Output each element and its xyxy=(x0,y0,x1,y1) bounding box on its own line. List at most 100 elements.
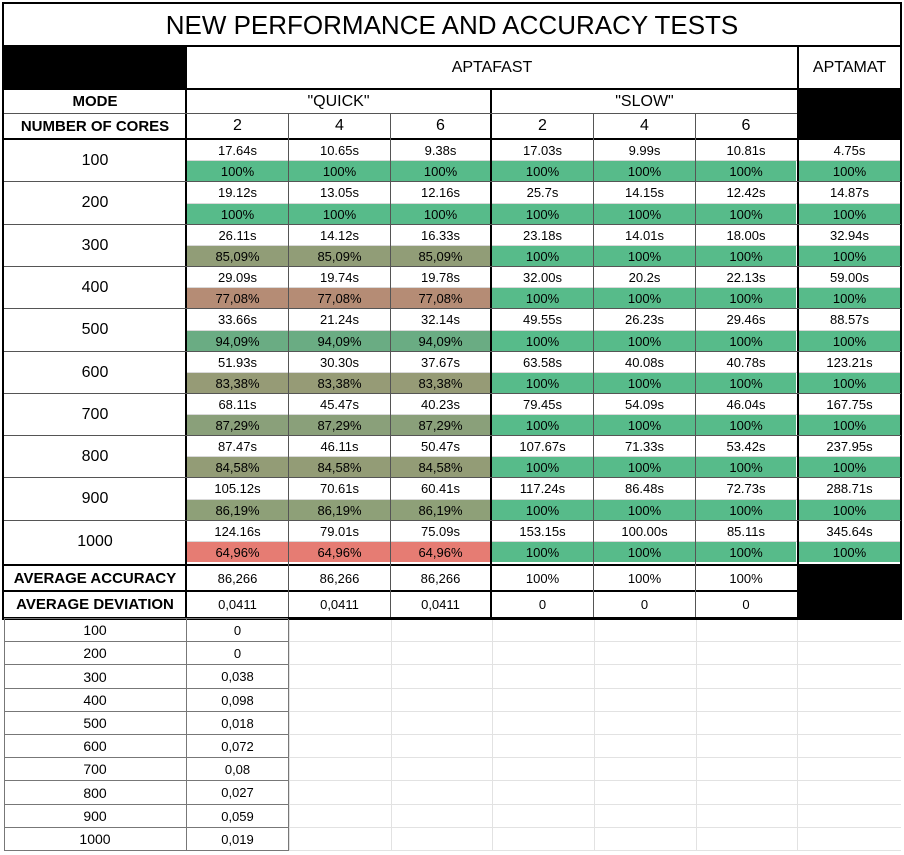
time-cell[interactable]: 33.66s xyxy=(217,312,258,327)
deviation-row-value[interactable]: 0,08 xyxy=(224,761,251,777)
deviation-row-value[interactable]: 0,019 xyxy=(221,831,254,847)
time-cell[interactable]: 60.41s xyxy=(420,481,461,496)
time-cell[interactable]: 100.00s xyxy=(621,523,668,539)
time-cell[interactable]: 4.75s xyxy=(833,142,866,158)
time-cell[interactable]: 20.2s xyxy=(628,269,661,285)
cores-header-cell[interactable]: 4 xyxy=(640,117,649,134)
deviation-row-label[interactable]: 700 xyxy=(83,761,107,777)
mode-quick[interactable]: "QUICK" xyxy=(307,92,370,110)
accuracy-cell[interactable]: 100% xyxy=(492,204,593,224)
time-cell[interactable]: 124.16s xyxy=(214,523,261,539)
deviation-row-value[interactable]: 0,059 xyxy=(221,808,254,824)
accuracy-cell[interactable]: 100% xyxy=(594,246,695,266)
accuracy-cell[interactable]: 100% xyxy=(594,288,695,308)
time-cell[interactable]: 105.12s xyxy=(214,481,261,496)
accuracy-cell[interactable]: 64,96% xyxy=(187,542,288,562)
deviation-row-label[interactable]: 500 xyxy=(83,715,107,731)
time-cell[interactable]: 87.47s xyxy=(217,438,258,454)
time-cell[interactable]: 26.11s xyxy=(218,227,257,243)
accuracy-cell[interactable]: 100% xyxy=(492,161,593,181)
accuracy-cell[interactable]: 100% xyxy=(799,373,900,393)
time-cell[interactable]: 22.13s xyxy=(726,269,766,285)
accuracy-cell[interactable]: 87,29% xyxy=(391,415,490,435)
accuracy-cell[interactable]: 100% xyxy=(594,161,695,181)
accuracy-cell[interactable]: 100% xyxy=(492,246,593,266)
accuracy-cell[interactable]: 100% xyxy=(492,457,593,477)
time-cell[interactable]: 237.95s xyxy=(826,438,873,454)
time-cell[interactable]: 107.67s xyxy=(519,438,566,454)
accuracy-cell[interactable]: 86,19% xyxy=(391,500,490,520)
time-cell[interactable]: 19.12s xyxy=(217,185,258,200)
time-cell[interactable]: 16.33s xyxy=(420,227,461,243)
accuracy-cell[interactable]: 100% xyxy=(696,161,796,181)
time-cell[interactable]: 12.42s xyxy=(726,185,766,200)
deviation-row-value[interactable]: 0 xyxy=(233,622,242,638)
average-deviation-cell[interactable]: 0,0411 xyxy=(421,597,460,612)
row-label-500[interactable]: 500 xyxy=(81,321,109,338)
time-cell[interactable]: 63.58s xyxy=(522,354,563,370)
average-accuracy-cell[interactable]: 86,266 xyxy=(319,571,360,586)
time-cell[interactable]: 17.03s xyxy=(522,142,563,158)
accuracy-cell[interactable]: 100% xyxy=(799,457,900,477)
row-label-200[interactable]: 200 xyxy=(81,194,109,211)
mode-label[interactable]: MODE xyxy=(72,93,118,110)
average-deviation-cell[interactable]: 0 xyxy=(640,597,649,612)
accuracy-cell[interactable]: 100% xyxy=(696,415,796,435)
deviation-row-value[interactable]: 0,098 xyxy=(221,692,254,708)
sheet-title[interactable]: NEW PERFORMANCE AND ACCURACY TESTS xyxy=(165,10,739,40)
row-label-400[interactable]: 400 xyxy=(81,278,109,296)
cores-label[interactable]: NUMBER OF CORES xyxy=(20,117,170,135)
average-accuracy-label[interactable]: AVERAGE ACCURACY xyxy=(13,570,177,587)
accuracy-cell[interactable]: 100% xyxy=(492,542,593,562)
accuracy-cell[interactable]: 87,29% xyxy=(187,415,288,435)
row-label-300[interactable]: 300 xyxy=(81,236,109,254)
time-cell[interactable]: 86.48s xyxy=(624,481,665,496)
row-label-100[interactable]: 100 xyxy=(81,151,109,169)
accuracy-cell[interactable]: 100% xyxy=(799,415,900,435)
accuracy-cell[interactable]: 100% xyxy=(696,288,796,308)
cores-header-cell[interactable]: 6 xyxy=(436,117,445,134)
time-cell[interactable]: 70.61s xyxy=(319,481,360,496)
accuracy-cell[interactable]: 85,09% xyxy=(391,246,490,266)
time-cell[interactable]: 19.74s xyxy=(319,269,360,285)
accuracy-cell[interactable]: 100% xyxy=(492,288,593,308)
time-cell[interactable]: 79.01s xyxy=(319,523,360,539)
accuracy-cell[interactable]: 94,09% xyxy=(391,331,490,351)
time-cell[interactable]: 32.14s xyxy=(420,312,461,327)
time-cell[interactable]: 29.46s xyxy=(726,312,766,327)
time-cell[interactable]: 123.21s xyxy=(826,354,873,370)
time-cell[interactable]: 14.87s xyxy=(829,185,870,200)
deviation-row-value[interactable]: 0,027 xyxy=(221,785,254,800)
time-cell[interactable]: 32.00s xyxy=(522,269,563,285)
deviation-row-label[interactable]: 900 xyxy=(83,808,107,824)
time-cell[interactable]: 59.00s xyxy=(829,269,870,285)
time-cell[interactable]: 88.57s xyxy=(829,312,870,327)
time-cell[interactable]: 13.05s xyxy=(319,185,360,200)
accuracy-cell[interactable]: 100% xyxy=(799,288,900,308)
accuracy-cell[interactable]: 83,38% xyxy=(289,373,390,393)
accuracy-cell[interactable]: 100% xyxy=(696,457,796,477)
accuracy-cell[interactable]: 87,29% xyxy=(289,415,390,435)
accuracy-cell[interactable]: 100% xyxy=(492,415,593,435)
time-cell[interactable]: 21.24s xyxy=(319,312,360,327)
accuracy-cell[interactable]: 84,58% xyxy=(391,457,490,477)
accuracy-cell[interactable]: 100% xyxy=(799,204,900,224)
accuracy-cell[interactable]: 100% xyxy=(289,204,390,224)
deviation-row-label[interactable]: 600 xyxy=(83,738,107,754)
time-cell[interactable]: 75.09s xyxy=(420,523,461,539)
accuracy-cell[interactable]: 100% xyxy=(696,500,796,520)
accuracy-cell[interactable]: 64,96% xyxy=(289,542,390,562)
average-accuracy-cell[interactable]: 86,266 xyxy=(217,571,258,586)
time-cell[interactable]: 17.64s xyxy=(217,142,258,158)
accuracy-cell[interactable]: 100% xyxy=(799,542,900,562)
time-cell[interactable]: 68.11s xyxy=(218,396,257,412)
accuracy-cell[interactable]: 94,09% xyxy=(187,331,288,351)
accuracy-cell[interactable]: 100% xyxy=(799,500,900,520)
accuracy-cell[interactable]: 94,09% xyxy=(289,331,390,351)
average-accuracy-cell[interactable]: 100% xyxy=(729,571,763,586)
time-cell[interactable]: 9.99s xyxy=(628,142,661,158)
mode-slow[interactable]: "SLOW" xyxy=(615,92,674,110)
time-cell[interactable]: 79.45s xyxy=(522,396,563,412)
time-cell[interactable]: 14.15s xyxy=(624,185,665,200)
average-deviation-cell[interactable]: 0,0411 xyxy=(218,597,257,612)
